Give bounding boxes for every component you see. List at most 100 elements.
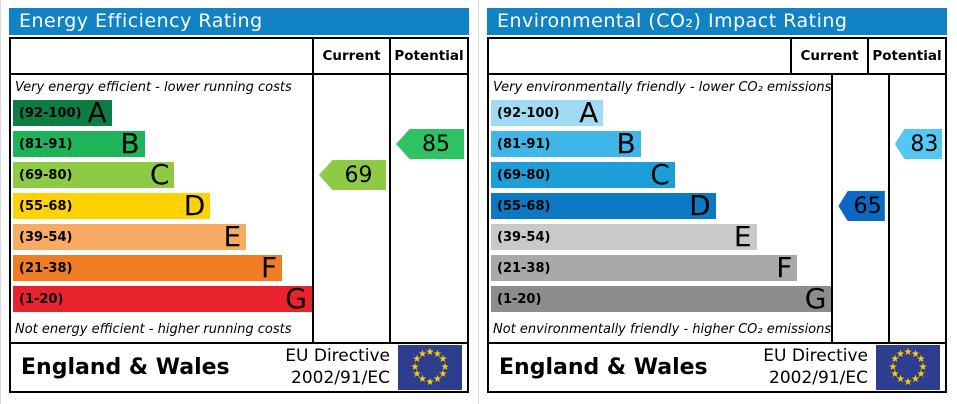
eu-star-icon: ★ — [916, 369, 926, 380]
panel-title: Environmental (CO₂) Impact Rating — [487, 8, 947, 35]
potential-rating-value: 85 — [422, 131, 450, 157]
band-c: (69-80) C — [491, 158, 675, 191]
band-range: (1-20) — [497, 291, 542, 307]
band-e: (39-54) E — [491, 220, 757, 253]
header-spacer — [11, 39, 312, 73]
table-header-row: Current Potential — [11, 39, 467, 75]
band-b: (81-91) B — [13, 127, 145, 160]
band-letter: C — [149, 158, 170, 191]
eu-star-icon: ★ — [903, 346, 913, 358]
eu-star-icon: ★ — [418, 348, 427, 360]
eu-star-icon: ★ — [890, 369, 900, 380]
band-letter: E — [733, 220, 752, 253]
potential-value-cell: 83 — [887, 75, 945, 342]
band-letter: D — [689, 189, 711, 222]
band-letter: F — [776, 251, 793, 284]
eu-star-icon: ★ — [911, 374, 920, 386]
band-f: (21-38) F — [13, 251, 283, 284]
eu-directive-label: EU Directive 2002/91/EC — [763, 346, 868, 389]
potential-rating-value: 83 — [910, 131, 939, 157]
eu-star-icon: ★ — [896, 348, 905, 360]
eu-directive-label: EU Directive 2002/91/EC — [285, 346, 390, 389]
top-caption: Very environmentally friendly - lower CO… — [493, 80, 832, 95]
eu-star-icon: ★ — [410, 361, 420, 373]
eu-star-icon: ★ — [916, 354, 926, 365]
eu-flag-icon: ★ ★ ★ ★ ★ ★ ★ ★ ★ ★ ★ ★ — [876, 345, 940, 390]
band-letter: F — [260, 251, 278, 284]
eu-star-icon: ★ — [438, 354, 448, 365]
band-range: (55-68) — [497, 198, 551, 214]
energy-sheet: Energy Efficiency Rating Current Potenti… — [0, 0, 478, 404]
eu-flag-icon: ★ ★ ★ ★ ★ ★ ★ ★ ★ ★ ★ ★ — [398, 345, 462, 390]
band-letter: E — [223, 220, 242, 253]
eu-star-icon: ★ — [903, 376, 913, 388]
band-chart-area: Very energy efficient - lower running co… — [11, 75, 312, 342]
eu-star-icon: ★ — [425, 346, 435, 358]
eu-star-icon: ★ — [918, 361, 928, 373]
band-range: (55-68) — [19, 198, 73, 214]
band-g: (1-20) G — [13, 282, 312, 315]
band-a: (92-100) A — [13, 96, 112, 129]
band-c: (69-80) C — [13, 158, 175, 191]
eu-star-icon: ★ — [433, 374, 442, 386]
current-rating-arrow: 65 — [838, 191, 885, 221]
band-range: (39-54) — [19, 229, 73, 245]
eu-directive-line2: 2002/91/EC — [769, 367, 868, 388]
current-column-header: Current — [790, 39, 867, 73]
eu-star-icon: ★ — [418, 374, 427, 386]
potential-column-header: Potential — [867, 39, 945, 73]
current-value-cell: 69 — [312, 75, 389, 342]
eu-directive-line1: EU Directive — [763, 346, 868, 367]
band-f: (21-38) F — [491, 251, 798, 284]
eu-star-icon: ★ — [425, 376, 435, 388]
band-range: (92-100) — [497, 105, 560, 121]
band-range: (81-91) — [19, 136, 73, 152]
eu-star-icon: ★ — [890, 354, 900, 365]
eu-star-icon: ★ — [888, 361, 898, 373]
table-body-row: Very environmentally friendly - lower CO… — [489, 75, 945, 342]
band-letter: C — [650, 158, 670, 191]
co2-sheet: Environmental (CO₂) Impact Rating Curren… — [478, 0, 957, 404]
table-body-row: Very energy efficient - lower running co… — [11, 75, 467, 342]
eu-star-icon: ★ — [438, 369, 448, 380]
band-g: (1-20) G — [491, 282, 832, 315]
band-range: (69-80) — [497, 167, 551, 183]
potential-value-cell: 85 — [389, 75, 467, 342]
bottom-caption: Not energy efficient - higher running co… — [15, 322, 292, 337]
band-letter: B — [616, 127, 636, 160]
band-range: (81-91) — [497, 136, 551, 152]
energy-panel: Energy Efficiency Rating Current Potenti… — [9, 8, 469, 393]
band-d: (55-68) D — [13, 189, 211, 222]
band-letter: G — [804, 282, 827, 315]
eu-directive-line1: EU Directive — [285, 346, 390, 367]
band-letter: B — [120, 127, 140, 160]
panel-footer: England & Wales EU Directive 2002/91/EC … — [487, 342, 947, 393]
band-range: (21-38) — [19, 260, 73, 276]
band-letter: G — [285, 282, 307, 315]
top-caption: Very energy efficient - lower running co… — [15, 80, 292, 95]
current-rating-value: 65 — [853, 193, 882, 219]
band-e: (39-54) E — [13, 220, 247, 253]
band-list: (92-100) A (81-91) B (69-80) C (55-68) — [11, 96, 312, 315]
band-letter: A — [87, 96, 107, 129]
potential-rating-arrow: 85 — [396, 129, 464, 159]
bottom-caption: Not environmentally friendly - higher CO… — [493, 322, 832, 337]
band-a: (92-100) A — [491, 96, 604, 129]
eu-directive-line2: 2002/91/EC — [291, 367, 390, 388]
current-value-cell: 65 — [831, 75, 887, 342]
current-rating-arrow: 69 — [319, 160, 386, 190]
eu-star-icon: ★ — [412, 369, 422, 380]
table-header-row: Current Potential — [489, 39, 945, 75]
band-list: (92-100) A (81-91) B (69-80) C (55-68) — [489, 96, 832, 315]
region-label: England & Wales — [21, 355, 230, 380]
header-spacer — [489, 39, 790, 73]
band-letter: D — [183, 189, 206, 222]
co2-rating-table: Current Potential Very environmentally f… — [487, 37, 947, 342]
panel-footer: England & Wales EU Directive 2002/91/EC … — [9, 342, 469, 393]
current-rating-value: 69 — [344, 162, 373, 188]
potential-rating-arrow: 83 — [894, 129, 942, 159]
eu-star-icon: ★ — [440, 361, 450, 373]
band-letter: A — [579, 96, 599, 129]
band-range: (39-54) — [497, 229, 551, 245]
band-range: (21-38) — [497, 260, 551, 276]
